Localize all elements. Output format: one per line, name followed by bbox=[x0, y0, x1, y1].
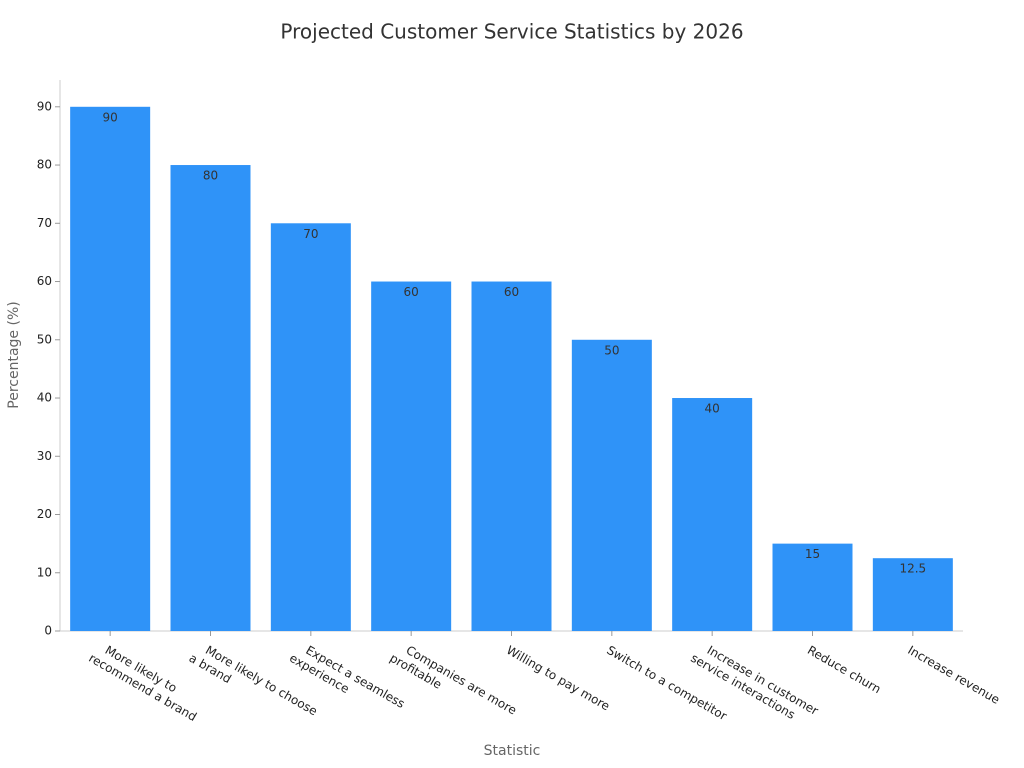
bar bbox=[170, 165, 251, 631]
y-tick-label: 90 bbox=[37, 99, 52, 113]
y-tick-label: 80 bbox=[37, 158, 52, 172]
value-label: 90 bbox=[103, 110, 118, 124]
x-tick-label: Companies are more profitable bbox=[384, 636, 519, 731]
value-label: 12.5 bbox=[899, 562, 926, 576]
bar bbox=[270, 223, 351, 631]
x-axis-title: Statistic bbox=[484, 743, 541, 759]
value-label: 15 bbox=[805, 547, 820, 561]
x-tick-label: Willing to pay more bbox=[504, 643, 612, 714]
x-tick-label: More likely to recommend a brand bbox=[83, 636, 207, 724]
label-line: Increase revenue bbox=[906, 643, 1003, 707]
x-tick-label: Increase revenue bbox=[906, 643, 1003, 707]
value-label: 40 bbox=[705, 402, 720, 416]
y-tick-label: 60 bbox=[37, 274, 52, 288]
value-label: 70 bbox=[303, 227, 318, 241]
bar bbox=[872, 558, 953, 631]
y-tick-label: 50 bbox=[37, 332, 52, 346]
label-line: Reduce churn bbox=[805, 643, 883, 696]
value-label: 60 bbox=[504, 285, 519, 299]
value-label: 50 bbox=[604, 343, 619, 357]
x-tick-label: More likely to choose a brand bbox=[184, 636, 320, 732]
y-tick-label: 20 bbox=[37, 507, 52, 521]
value-label: 80 bbox=[203, 169, 218, 183]
y-tick-label: 0 bbox=[44, 624, 52, 638]
x-tick-label: Increase in customer service interaction… bbox=[685, 636, 821, 731]
y-tick-label: 10 bbox=[37, 565, 52, 579]
bar bbox=[70, 106, 151, 632]
value-label: 60 bbox=[404, 285, 419, 299]
bar bbox=[571, 339, 652, 631]
y-axis-title: Percentage (%) bbox=[6, 301, 22, 408]
y-tick-label: 40 bbox=[37, 391, 52, 405]
chart-title: Projected Customer Service Statistics by… bbox=[280, 20, 743, 44]
y-tick-label: 70 bbox=[37, 216, 52, 230]
y-tick-label: 30 bbox=[37, 449, 52, 463]
bar bbox=[371, 281, 452, 631]
label-line: Willing to pay more bbox=[504, 643, 612, 714]
x-tick-label: Reduce churn bbox=[805, 643, 883, 696]
bar bbox=[471, 281, 552, 631]
bar bbox=[672, 398, 753, 631]
bar bbox=[772, 543, 853, 631]
